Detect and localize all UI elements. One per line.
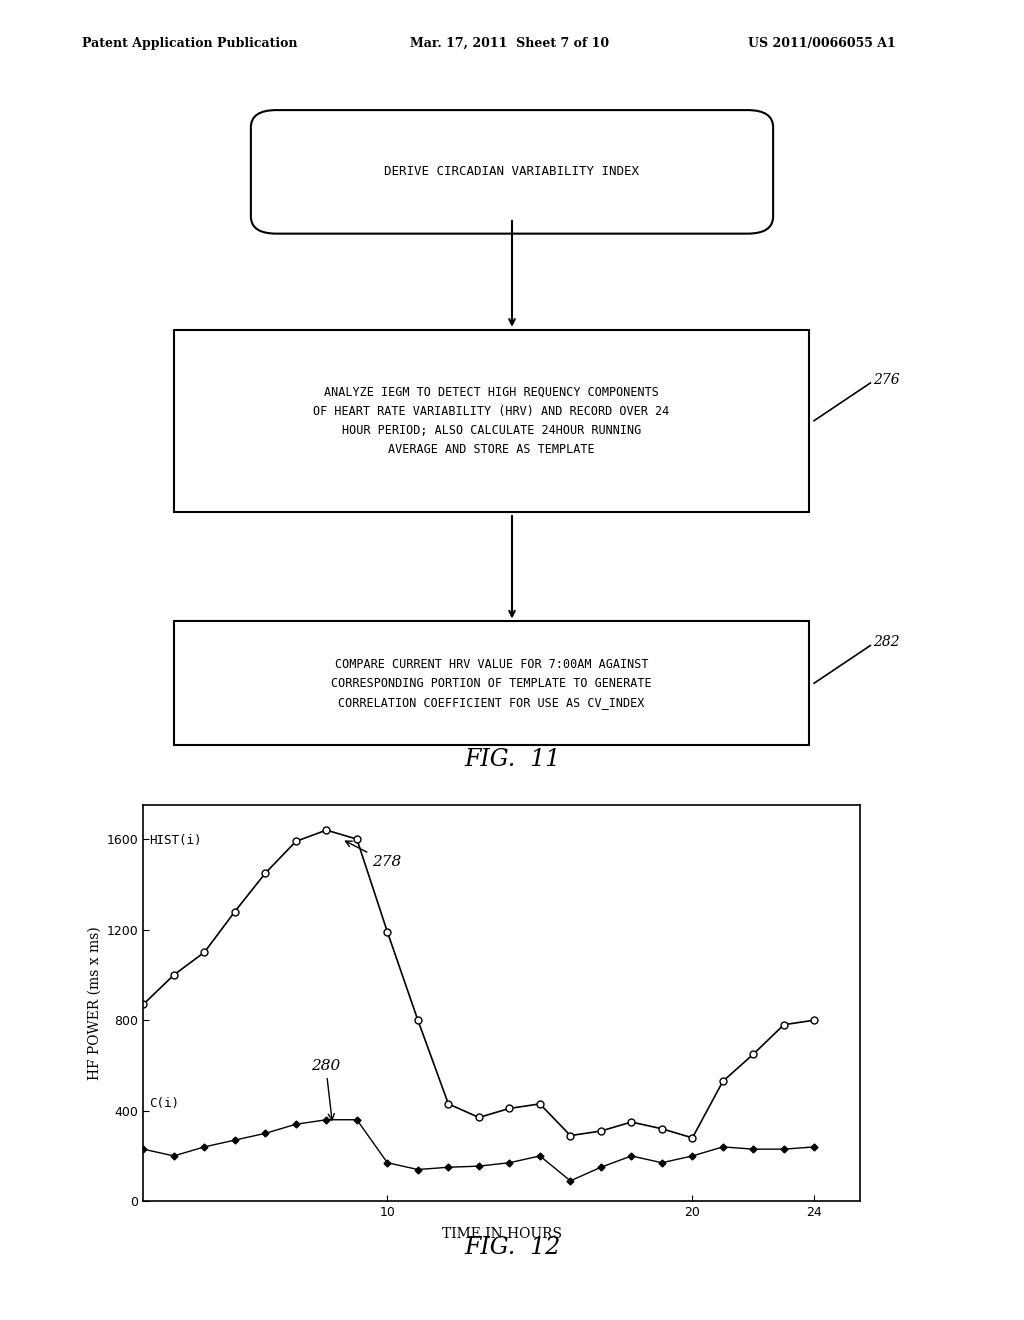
Text: COMPARE CURRENT HRV VALUE FOR 7:00AM AGAINST
CORRESPONDING PORTION OF TEMPLATE T: COMPARE CURRENT HRV VALUE FOR 7:00AM AGA… — [331, 657, 652, 709]
Text: FIG.  11: FIG. 11 — [464, 747, 560, 771]
Text: 280: 280 — [311, 1059, 340, 1119]
Bar — [174, 330, 809, 512]
Text: DERIVE CIRCADIAN VARIABILITY INDEX: DERIVE CIRCADIAN VARIABILITY INDEX — [384, 165, 640, 178]
Text: US 2011/0066055 A1: US 2011/0066055 A1 — [748, 37, 895, 50]
Y-axis label: HF POWER (ms x ms): HF POWER (ms x ms) — [87, 927, 101, 1080]
Bar — [174, 622, 809, 744]
Text: Mar. 17, 2011  Sheet 7 of 10: Mar. 17, 2011 Sheet 7 of 10 — [410, 37, 608, 50]
FancyBboxPatch shape — [251, 110, 773, 234]
Text: 282: 282 — [873, 635, 900, 649]
Text: C(i): C(i) — [150, 1097, 179, 1110]
X-axis label: TIME IN HOURS: TIME IN HOURS — [441, 1228, 562, 1241]
Text: HIST(i): HIST(i) — [150, 834, 202, 846]
Text: 276: 276 — [873, 372, 900, 387]
Text: Patent Application Publication: Patent Application Publication — [82, 37, 297, 50]
Text: 278: 278 — [345, 841, 401, 870]
Text: FIG.  12: FIG. 12 — [464, 1236, 560, 1259]
Text: ANALYZE IEGM TO DETECT HIGH REQUENCY COMPONENTS
OF HEART RATE VARIABILITY (HRV) : ANALYZE IEGM TO DETECT HIGH REQUENCY COM… — [313, 385, 670, 455]
